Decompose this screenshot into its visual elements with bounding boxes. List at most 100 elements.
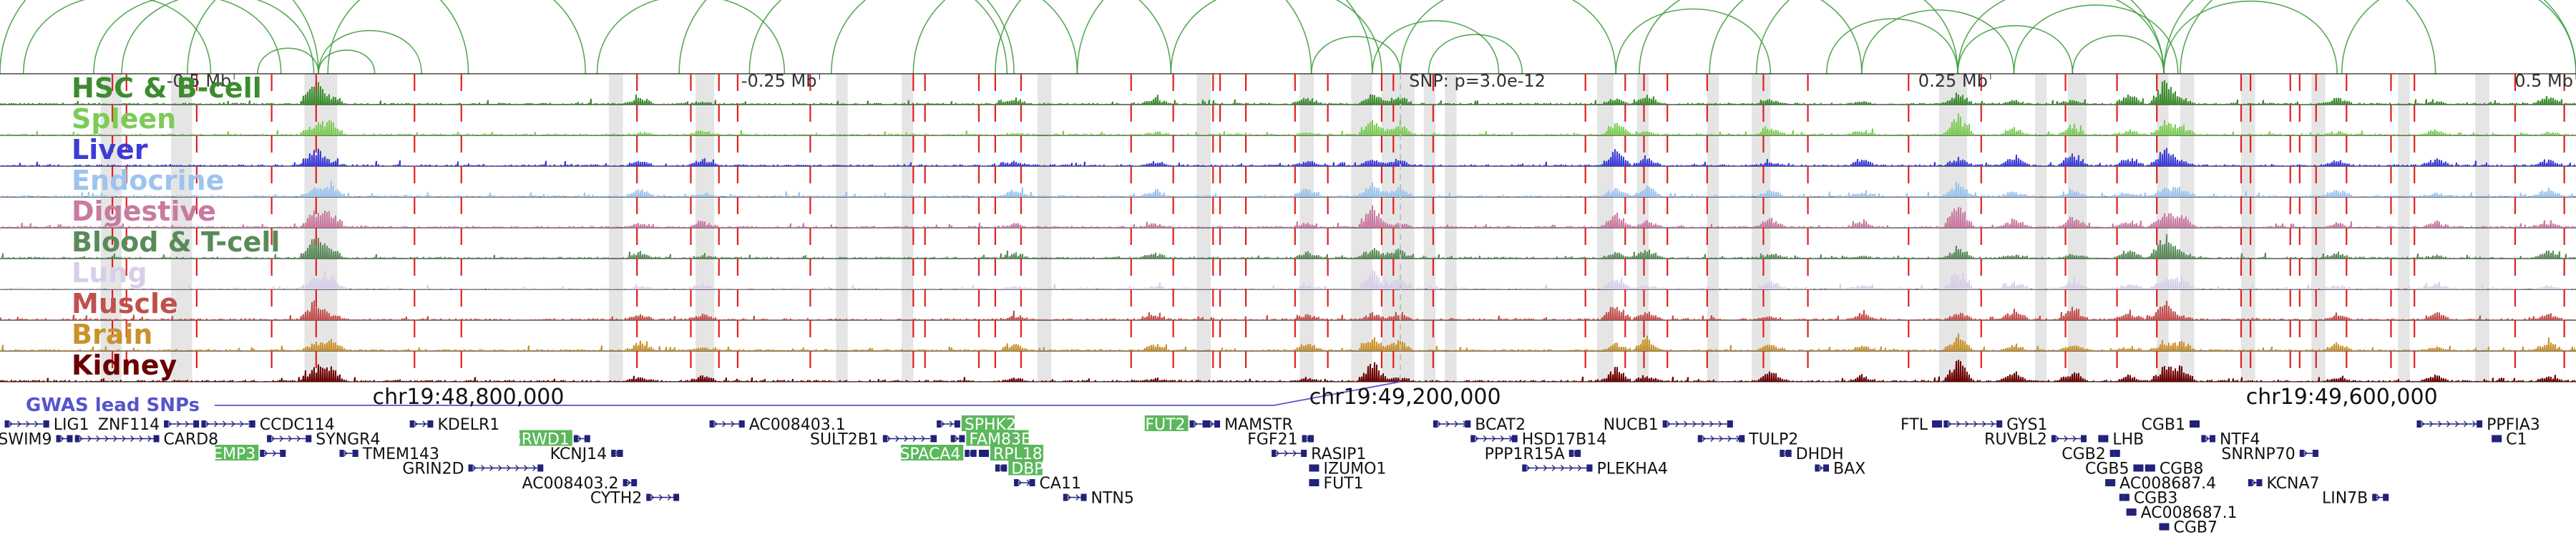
track-lung (0, 270, 2576, 290)
gene-dbp: DBP (995, 459, 1044, 478)
gene-strand-chevron (1675, 420, 1679, 428)
relative-axis-layer: -0.5 Mb -0.25 Mb 0.25 Mb 0.5 Mb SNP: p=3.0e-… (167, 71, 2576, 91)
gene-exon (2299, 450, 2304, 457)
gene-exon (2105, 479, 2110, 486)
gene-strand-chevron (1474, 435, 1479, 442)
gene-label: CCDC114 (260, 416, 335, 434)
gene-exon (2372, 493, 2377, 501)
gene-bax: BAX (1815, 461, 1865, 478)
gene-strand-chevron (2072, 435, 2077, 442)
gene-label: CARD8 (164, 431, 219, 449)
coordinate-tick-label: chr19:49,200,000 (1309, 385, 1501, 410)
gene-strand-chevron (1718, 420, 1722, 428)
gene-grwd1: GRWD1 (509, 430, 590, 449)
gene-ccdc114: CCDC114 (201, 416, 335, 434)
gene-exon (537, 464, 544, 472)
gene-label: AC008403.2 (522, 475, 619, 493)
gene-exon (56, 435, 61, 443)
gene-exon (1727, 420, 1733, 428)
gene-cgb3: CGB3 (2119, 490, 2177, 508)
coordinate-tick-label: chr19:49,600,000 (2246, 385, 2438, 410)
gene-strand-chevron (113, 435, 117, 442)
gene-exon (1001, 464, 1008, 472)
gene-strand-chevron (230, 420, 235, 428)
gene-highlight-box (215, 445, 259, 461)
gene-exon (352, 450, 358, 457)
gene-exon (1465, 420, 1471, 428)
gene-cgb7: CGB7 (2159, 519, 2218, 537)
gene-strand-chevron (2376, 494, 2381, 501)
track-signal (0, 333, 2576, 351)
gene-strand-chevron (2205, 435, 2210, 442)
gene-strand-chevron (96, 435, 100, 442)
gene-label: CA11 (1040, 475, 1081, 493)
loop-arc (318, 29, 422, 74)
gene-strand-chevron (1702, 435, 1706, 442)
gene-cgb5: CGB5 (2085, 461, 2144, 478)
loop-arc (1428, 34, 1523, 74)
gene-strand-chevron (34, 420, 39, 428)
track-muscle (0, 300, 2576, 321)
loop-arc (93, 0, 282, 74)
gene-kcnj14: KCNJ14 (550, 445, 623, 463)
gene-label: CYTH2 (590, 490, 642, 508)
gene-label: DHDH (1796, 445, 1844, 463)
gene-exon (1943, 420, 1948, 428)
snp-lines-layer (111, 74, 2565, 382)
gene-exon (1313, 479, 1319, 486)
loop-arc (1755, 0, 2165, 74)
gene-exon (1586, 464, 1593, 472)
gene-strand-chevron (722, 420, 726, 428)
gene-exon (2149, 464, 2155, 472)
gene-ac008687-4: AC008687.4 (2105, 475, 2216, 493)
gene-label: FUT1 (1323, 475, 1363, 493)
gene-fut1: FUT1 (1309, 475, 1364, 493)
gene-exon (1575, 450, 1581, 457)
gene-strand-chevron (414, 420, 418, 428)
gene-exon (1063, 493, 1068, 501)
gene-strand-chevron (713, 420, 718, 428)
track-label: Kidney (72, 349, 177, 381)
gene-label: KCNJ14 (550, 445, 608, 463)
gene-exon (2313, 450, 2318, 457)
gene-exon (617, 450, 623, 457)
gene-strand-chevron (263, 450, 268, 457)
gene-label: TMEM143 (362, 445, 439, 463)
gene-strand-chevron (731, 420, 735, 428)
gene-label: TULP2 (1748, 431, 1798, 449)
loop-arc (1639, 0, 1863, 74)
chromatin-loops-layer (0, 0, 2576, 74)
gene-ac008687-1: AC008687.1 (2126, 504, 2238, 522)
gene-exon (2133, 464, 2138, 472)
relative-tick-label: -0.25 Mb (741, 71, 817, 91)
track-label: Brain (72, 319, 152, 350)
gene-exon (2145, 464, 2150, 472)
gene-exon (1823, 464, 1829, 472)
gene-strand-chevron (887, 435, 891, 442)
gene-strand-chevron (2437, 420, 2442, 428)
track-label: Blood & T-cell (72, 226, 280, 258)
gene-exon (2114, 450, 2120, 457)
gene-exon (1189, 420, 1194, 428)
gene-label: DBP (1011, 461, 1043, 478)
track-endocrine (0, 180, 2576, 198)
gene-ppp1r15a: PPP1R15A (1485, 445, 1581, 463)
gene-strand-chevron (2055, 435, 2059, 442)
gene-exon (950, 435, 955, 443)
gene-exon (631, 479, 638, 486)
gene-exon (937, 420, 942, 428)
gene-exon (1308, 435, 1314, 443)
gene-label: GRIN2D (402, 461, 464, 478)
gene-exon (1309, 464, 1314, 472)
loop-arc (2180, 0, 2576, 74)
gwas-layer: GWAS lead SNPs (26, 381, 1401, 416)
gene-strand-chevron (60, 435, 64, 442)
gene-exon (1470, 435, 1475, 443)
gene-exon (2256, 479, 2263, 486)
gene-exon (2163, 523, 2170, 531)
gene-exon (2194, 420, 2200, 428)
gene-label: KDELR1 (437, 416, 499, 434)
gene-strand-chevron (940, 420, 945, 428)
